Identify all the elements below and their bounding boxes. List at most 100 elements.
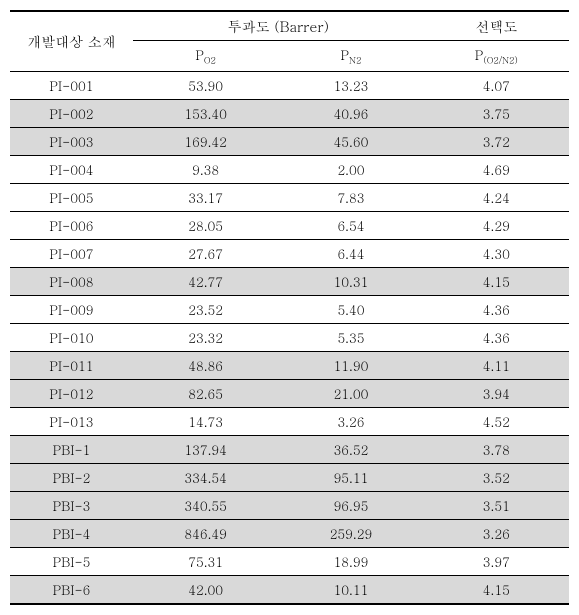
cell-material: PI-008 <box>10 267 133 295</box>
sel-sub: (O2/N2) <box>483 54 518 67</box>
cell-pn2: 13.23 <box>278 71 423 99</box>
cell-sel: 3.51 <box>424 491 569 519</box>
header-selectivity: 선택도 <box>424 11 569 41</box>
cell-material: PI-005 <box>10 183 133 211</box>
cell-pn2: 7.83 <box>278 183 423 211</box>
table-row: PBI-1137.9436.523.78 <box>10 435 569 463</box>
table-row: PI-00923.525.404.36 <box>10 295 569 323</box>
cell-pn2: 96.95 <box>278 491 423 519</box>
cell-pn2: 6.54 <box>278 211 423 239</box>
po2-main: P <box>195 45 204 64</box>
cell-material: PI-004 <box>10 155 133 183</box>
cell-po2: 846.49 <box>133 519 278 547</box>
cell-sel: 3.26 <box>424 519 569 547</box>
cell-material: PI-009 <box>10 295 133 323</box>
header-po2: PO2 <box>133 41 278 72</box>
cell-pn2: 21.00 <box>278 379 423 407</box>
table-row: PI-00628.056.544.29 <box>10 211 569 239</box>
cell-pn2: 6.44 <box>278 239 423 267</box>
cell-sel: 3.52 <box>424 463 569 491</box>
cell-po2: 27.67 <box>133 239 278 267</box>
cell-sel: 4.30 <box>424 239 569 267</box>
cell-sel: 4.52 <box>424 407 569 435</box>
cell-sel: 3.97 <box>424 547 569 575</box>
cell-sel: 4.36 <box>424 295 569 323</box>
table-row: PI-01023.325.354.36 <box>10 323 569 351</box>
cell-material: PBI-1 <box>10 435 133 463</box>
cell-po2: 75.31 <box>133 547 278 575</box>
cell-sel: 4.15 <box>424 267 569 295</box>
table-body: PI-00153.9013.234.07PI-002153.4040.963.7… <box>10 71 569 604</box>
cell-material: PBI-3 <box>10 491 133 519</box>
cell-pn2: 3.26 <box>278 407 423 435</box>
cell-po2: 9.38 <box>133 155 278 183</box>
cell-po2: 48.86 <box>133 351 278 379</box>
cell-material: PBI-6 <box>10 575 133 604</box>
table-row: PI-00533.177.834.24 <box>10 183 569 211</box>
cell-material: PBI-2 <box>10 463 133 491</box>
cell-material: PBI-4 <box>10 519 133 547</box>
cell-po2: 23.52 <box>133 295 278 323</box>
cell-pn2: 11.90 <box>278 351 423 379</box>
pn2-sub: N2 <box>349 54 361 67</box>
cell-pn2: 5.40 <box>278 295 423 323</box>
cell-po2: 33.17 <box>133 183 278 211</box>
pn2-main: P <box>341 45 350 64</box>
table-row: PBI-4846.49259.293.26 <box>10 519 569 547</box>
table-row: PI-00727.676.444.30 <box>10 239 569 267</box>
cell-pn2: 259.29 <box>278 519 423 547</box>
cell-material: PI-013 <box>10 407 133 435</box>
cell-po2: 23.32 <box>133 323 278 351</box>
cell-po2: 82.65 <box>133 379 278 407</box>
cell-pn2: 95.11 <box>278 463 423 491</box>
table-row: PI-002153.4040.963.75 <box>10 99 569 127</box>
cell-pn2: 2.00 <box>278 155 423 183</box>
cell-material: PI-007 <box>10 239 133 267</box>
cell-sel: 3.78 <box>424 435 569 463</box>
table-header: 개발대상 소재 투과도 (Barrer) 선택도 PO2 PN2 P(O2/N2… <box>10 11 569 71</box>
header-row-1: 개발대상 소재 투과도 (Barrer) 선택도 <box>10 11 569 41</box>
cell-pn2: 5.35 <box>278 323 423 351</box>
cell-material: PI-012 <box>10 379 133 407</box>
cell-sel: 3.94 <box>424 379 569 407</box>
cell-po2: 53.90 <box>133 71 278 99</box>
cell-material: PI-001 <box>10 71 133 99</box>
cell-po2: 340.55 <box>133 491 278 519</box>
cell-po2: 42.00 <box>133 575 278 604</box>
cell-sel: 4.11 <box>424 351 569 379</box>
cell-po2: 14.73 <box>133 407 278 435</box>
cell-po2: 153.40 <box>133 99 278 127</box>
table-row: PBI-642.0010.114.15 <box>10 575 569 604</box>
cell-pn2: 18.99 <box>278 547 423 575</box>
cell-pn2: 36.52 <box>278 435 423 463</box>
cell-sel: 4.69 <box>424 155 569 183</box>
table-row: PI-01314.733.264.52 <box>10 407 569 435</box>
header-permeability: 투과도 (Barrer) <box>133 11 424 41</box>
cell-material: PI-011 <box>10 351 133 379</box>
table-row: PBI-2334.5495.113.52 <box>10 463 569 491</box>
table-row: PBI-575.3118.993.97 <box>10 547 569 575</box>
table-row: PI-01148.8611.904.11 <box>10 351 569 379</box>
cell-material: PI-002 <box>10 99 133 127</box>
cell-sel: 3.75 <box>424 99 569 127</box>
table-row: PI-00153.9013.234.07 <box>10 71 569 99</box>
cell-sel: 4.24 <box>424 183 569 211</box>
cell-material: PBI-5 <box>10 547 133 575</box>
cell-pn2: 10.31 <box>278 267 423 295</box>
cell-sel: 4.07 <box>424 71 569 99</box>
cell-sel: 4.15 <box>424 575 569 604</box>
header-pn2: PN2 <box>278 41 423 72</box>
cell-sel: 4.36 <box>424 323 569 351</box>
cell-material: PI-003 <box>10 127 133 155</box>
cell-sel: 3.72 <box>424 127 569 155</box>
po2-sub: O2 <box>204 54 216 67</box>
cell-pn2: 10.11 <box>278 575 423 604</box>
cell-po2: 28.05 <box>133 211 278 239</box>
table-row: PI-003169.4245.603.72 <box>10 127 569 155</box>
cell-sel: 4.29 <box>424 211 569 239</box>
table-row: PI-0049.382.004.69 <box>10 155 569 183</box>
cell-pn2: 40.96 <box>278 99 423 127</box>
data-table: 개발대상 소재 투과도 (Barrer) 선택도 PO2 PN2 P(O2/N2… <box>10 10 569 605</box>
header-sel: P(O2/N2) <box>424 41 569 72</box>
cell-material: PI-010 <box>10 323 133 351</box>
